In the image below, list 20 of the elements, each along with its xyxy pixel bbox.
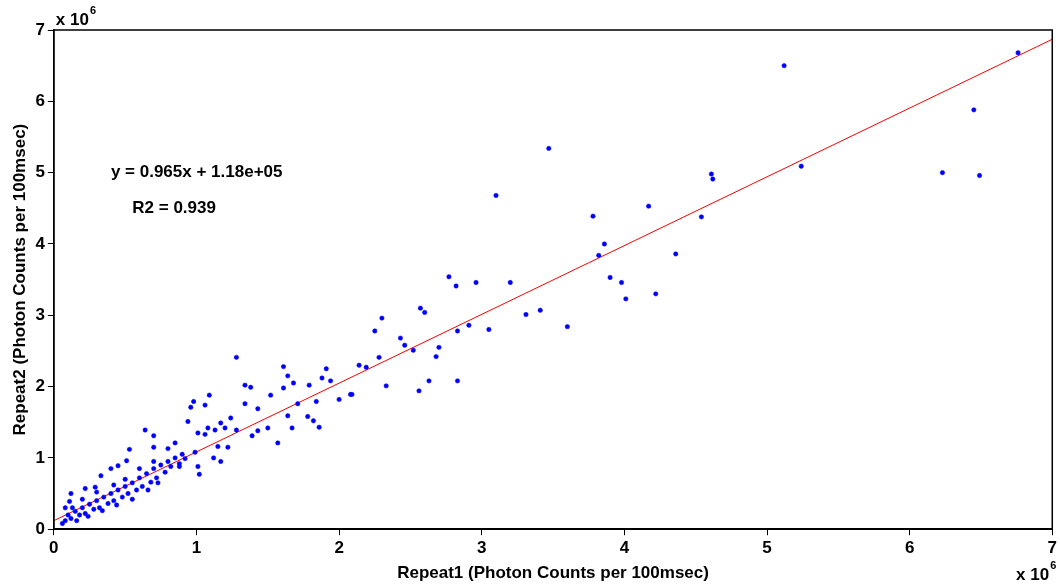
y-tick-label: 7 (35, 19, 45, 39)
y-axis-title: Repeat2 (Photon Counts per 100msec) (9, 123, 29, 436)
y-tick-label: 2 (35, 376, 45, 396)
annotation: R2 = 0.939 (132, 197, 216, 217)
x-tick-label: 4 (619, 538, 630, 558)
y-tick-label: 5 (35, 162, 45, 182)
x-axis-title: Repeat1 (Photon Counts per 100msec) (397, 563, 709, 583)
y-tick-label: 3 (35, 304, 45, 324)
x-tick-label: 3 (477, 538, 487, 558)
x-tick-label: 2 (334, 538, 344, 558)
y-tick-label: 4 (35, 233, 46, 253)
y-tick-label: 1 (35, 447, 45, 467)
y-tick-label: 0 (35, 518, 45, 538)
x-tick-label: 0 (49, 538, 59, 558)
x-tick-label: 1 (191, 538, 202, 558)
y-tick-label: 6 (35, 91, 45, 110)
x-tick-label: 6 (904, 538, 915, 558)
x-tick-label: 7 (1047, 538, 1058, 558)
x-tick-label: 5 (762, 538, 772, 558)
annotation: y = 0.965x + 1.18e+05 (110, 162, 283, 182)
